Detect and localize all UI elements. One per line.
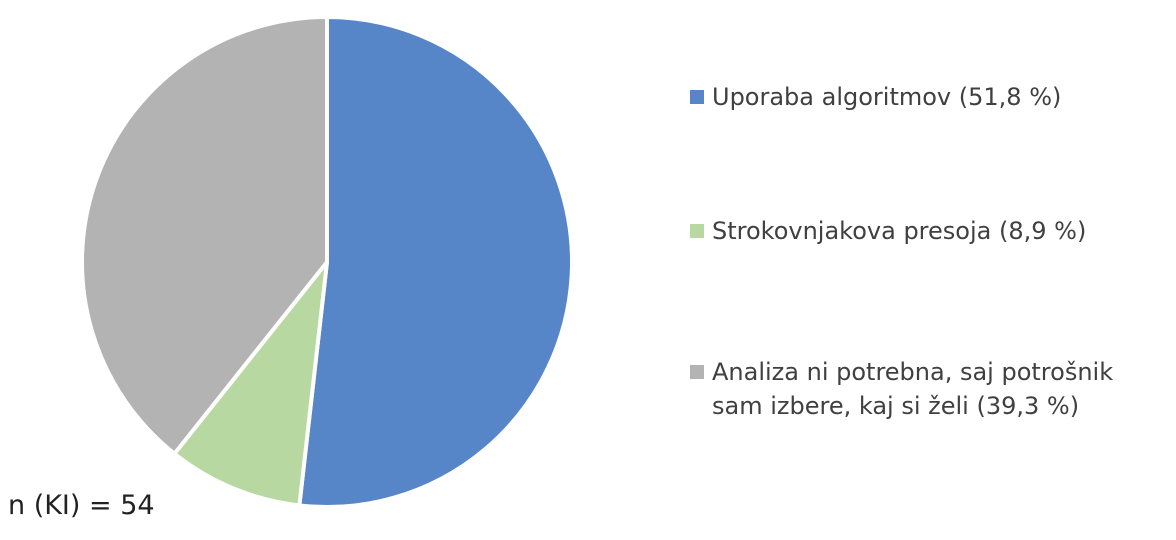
annotation: n (KI) = 54 <box>8 490 155 521</box>
legend-item: Strokovnjakova presoja (8,9 %) <box>690 214 1164 248</box>
legend-item: Uporaba algoritmov (51,8 %) <box>690 80 1164 114</box>
pie-slice <box>297 15 574 509</box>
pie-slice <box>172 260 329 508</box>
legend-swatch <box>690 365 704 379</box>
legend-label: Uporaba algoritmov (51,8 %) <box>712 83 1062 111</box>
legend-swatch <box>690 224 704 238</box>
legend-item: Analiza ni potrebna, saj potrošnik sam i… <box>690 355 1164 423</box>
legend-swatch <box>690 90 704 104</box>
legend-label: Analiza ni potrebna, saj potrošnik sam i… <box>712 358 1114 420</box>
legend-label: Strokovnjakova presoja (8,9 %) <box>712 217 1087 245</box>
pie-slice <box>80 15 329 456</box>
